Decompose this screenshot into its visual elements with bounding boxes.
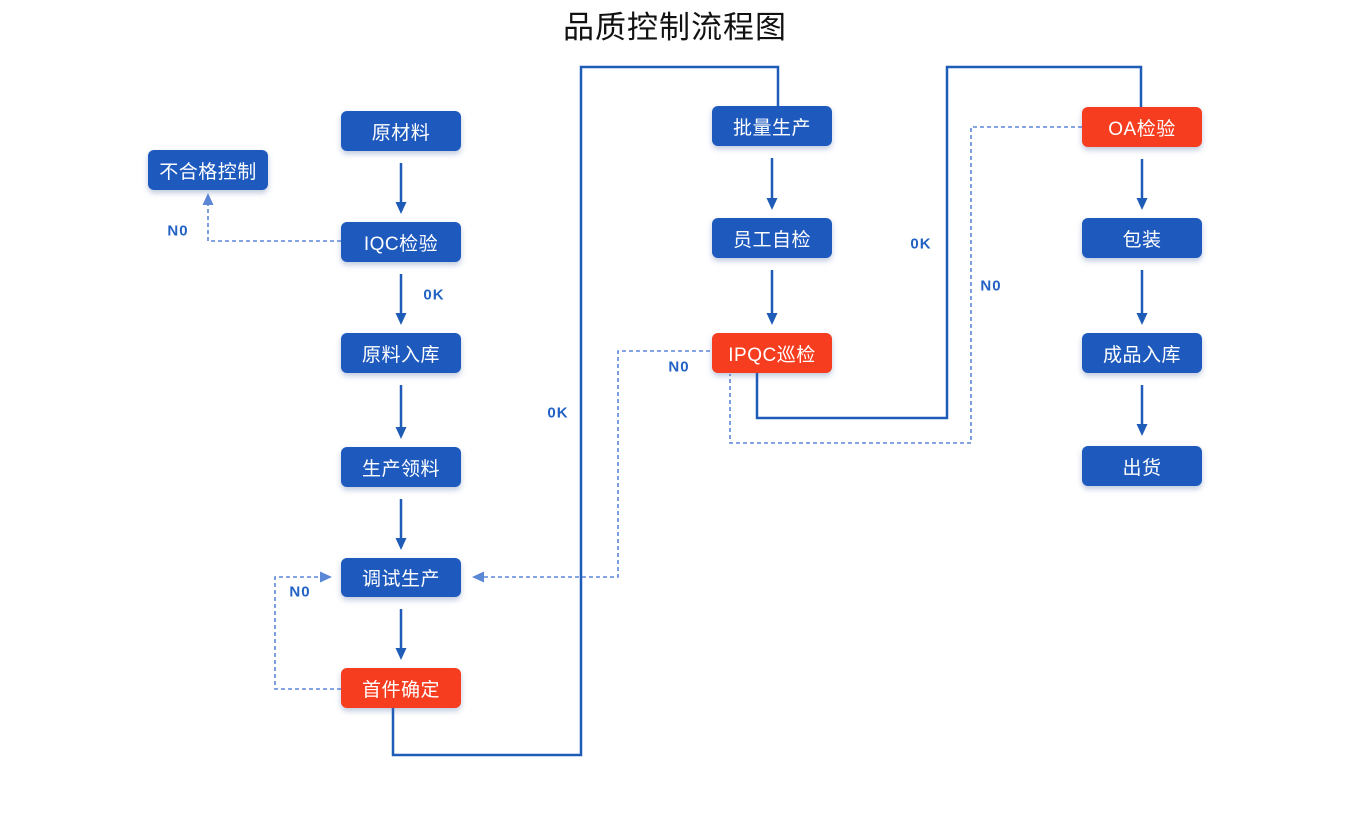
node-nonconforming-control: 不合格控制	[148, 150, 268, 190]
arrowhead-self-check-to-ipqc	[766, 313, 778, 325]
node-first-article-confirm: 首件确定	[341, 668, 461, 708]
arrowhead-material-warehousing-to-picking	[395, 427, 407, 439]
node-oa-inspection: OA检验	[1082, 107, 1202, 147]
arrowhead-finished-warehousing-to-shipping	[1136, 424, 1148, 436]
diagram-title: 品质控制流程图	[563, 10, 787, 45]
edge-oa-no-to-ipqc	[729, 126, 1082, 444]
node-ipqc-patrol: IPQC巡检	[712, 333, 832, 373]
edge-label-ipqc-ok-label: 0K	[910, 235, 932, 253]
node-production-picking: 生产领料	[341, 447, 461, 487]
edge-first-article-no-to-trial	[274, 576, 341, 690]
edge-label-ipqc-no-label: N0	[668, 358, 690, 376]
arrowhead-picking-to-trial-production	[395, 538, 407, 550]
node-employee-self-check: 员工自检	[712, 218, 832, 258]
arrowhead-iqc-to-material-warehousing	[395, 313, 407, 325]
edge-ipqc-ok-to-oa-inspection	[755, 65, 1143, 420]
edge-ipqc-no-to-trial	[484, 350, 710, 578]
arrowhead-packing-to-finished-warehousing	[1136, 313, 1148, 325]
edge-label-first-article-ok-label: 0K	[547, 404, 569, 422]
node-mass-production: 批量生产	[712, 106, 832, 146]
edge-label-first-article-no-label: N0	[289, 583, 311, 601]
node-trial-production: 调试生产	[341, 558, 461, 597]
edge-iqc-no-to-nonconforming	[207, 205, 341, 242]
arrowhead-first-article-no-to-trial	[320, 571, 332, 583]
edge-first-article-ok-to-mass-production	[391, 65, 780, 757]
arrowhead-mass-production-to-self-check	[766, 198, 778, 210]
arrowhead-ipqc-no-to-trial	[472, 571, 484, 583]
node-finished-warehousing: 成品入库	[1082, 333, 1202, 373]
node-packing: 包装	[1082, 218, 1202, 258]
edge-label-iqc-ok-label: 0K	[423, 286, 445, 304]
arrowhead-oa-to-packing	[1136, 198, 1148, 210]
edge-label-iqc-no-label: N0	[167, 222, 189, 240]
arrowhead-trial-to-first-article	[395, 648, 407, 660]
arrowhead-iqc-no-to-nonconforming	[202, 193, 214, 205]
node-material-warehousing: 原料入库	[341, 333, 461, 373]
node-shipping: 出货	[1082, 446, 1202, 486]
edge-label-oa-no-label: N0	[980, 277, 1002, 295]
node-raw-material: 原材料	[341, 111, 461, 151]
arrowhead-raw-material-to-iqc	[395, 202, 407, 214]
node-iqc-inspection: IQC检验	[341, 222, 461, 262]
